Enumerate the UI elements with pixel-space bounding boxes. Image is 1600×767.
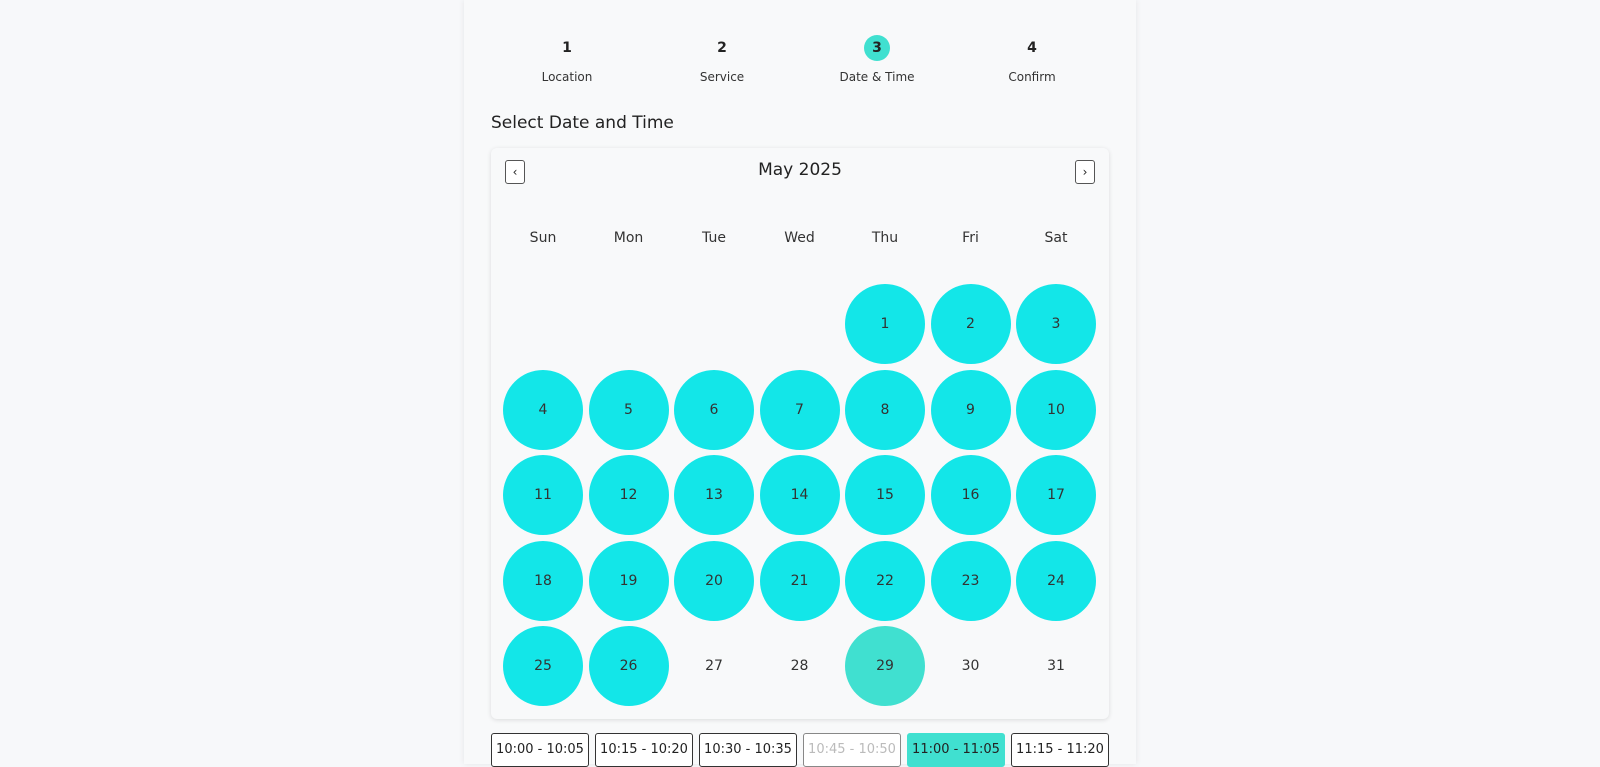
day[interactable]: 17	[1016, 455, 1096, 535]
weekday: Mon	[613, 230, 644, 246]
day[interactable]: 13	[674, 455, 754, 535]
day[interactable]: 14	[759, 455, 840, 535]
day[interactable]: 2	[930, 284, 1011, 364]
step-number: 3	[872, 40, 882, 56]
weekday: Sun	[529, 230, 557, 246]
heading: Select Date and Time	[491, 113, 674, 133]
step-label: Location	[541, 70, 593, 84]
day: 30	[961, 658, 980, 674]
day[interactable]: 5	[588, 369, 669, 450]
weekday: Sat	[1044, 230, 1068, 246]
time-slot: 10:45 - 10:50	[803, 733, 901, 767]
weekday: Thu	[871, 230, 899, 246]
month-title: May 2025	[758, 160, 842, 180]
next-month[interactable]: ›	[1075, 160, 1095, 184]
day[interactable]: 29	[845, 626, 925, 706]
booking-panel: Select Date and Time ‹ May 2025 › Sun Mon…	[464, 0, 1136, 764]
day[interactable]: 15	[845, 455, 925, 535]
calendar: ‹ May 2025 › Sun Mon Tue Wed Thu Fri Sat 1 2 3 4 5 6…	[491, 148, 1109, 719]
day[interactable]: 11	[503, 455, 583, 535]
step-number: 4	[1027, 40, 1037, 56]
day[interactable]: 23	[930, 540, 1011, 621]
day: 31	[1047, 658, 1065, 674]
day[interactable]: 4	[503, 369, 583, 450]
day[interactable]: 1	[845, 284, 925, 364]
prev-month[interactable]: ‹	[505, 160, 525, 184]
step-label: Date & Time	[839, 70, 915, 84]
step-number: 2	[717, 40, 727, 56]
time-slot[interactable]: 10:15 - 10:20	[595, 733, 693, 767]
step-active-circle	[864, 35, 890, 61]
day[interactable]: 20	[674, 540, 754, 621]
day[interactable]: 19	[588, 540, 669, 621]
weekday: Wed	[784, 230, 815, 246]
step-number: 1	[562, 40, 572, 56]
step-label: Confirm	[1008, 70, 1056, 84]
day[interactable]: 7	[759, 369, 840, 450]
day[interactable]: 18	[503, 540, 583, 621]
day[interactable]: 25	[503, 626, 583, 706]
time-slot[interactable]: 11:00 - 11:05	[907, 733, 1005, 767]
day[interactable]: 3	[1016, 284, 1096, 364]
step-label: Service	[699, 70, 745, 84]
weekday: Fri	[962, 230, 979, 246]
day[interactable]: 9	[930, 369, 1011, 450]
day[interactable]: 22	[845, 540, 925, 621]
time-slot[interactable]: 11:15 - 11:20	[1011, 733, 1109, 767]
time-slot[interactable]: 10:30 - 10:35	[699, 733, 797, 767]
day[interactable]: 21	[759, 540, 840, 621]
day[interactable]: 10	[1016, 369, 1096, 450]
day[interactable]: 8	[845, 369, 925, 450]
day[interactable]: 16	[930, 455, 1011, 535]
day[interactable]: 24	[1016, 540, 1096, 621]
day: 28	[790, 658, 809, 674]
day[interactable]: 6	[674, 369, 754, 450]
day[interactable]: 12	[588, 455, 669, 535]
day[interactable]: 26	[588, 626, 669, 706]
weekday: Tue	[702, 230, 726, 246]
time-slot[interactable]: 10:00 - 10:05	[491, 733, 589, 767]
day: 27	[705, 658, 723, 674]
